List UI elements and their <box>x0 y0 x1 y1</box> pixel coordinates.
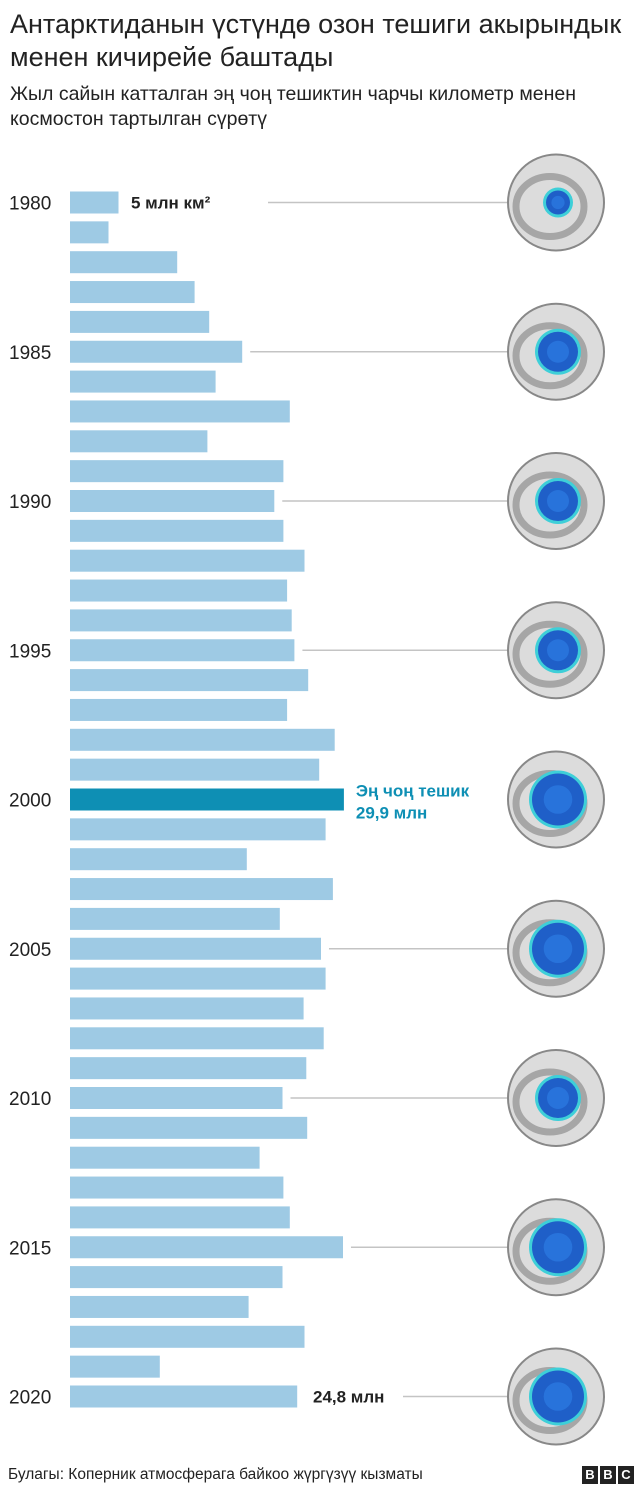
hole-core-2010 <box>547 1087 569 1109</box>
bar-1996 <box>70 669 309 692</box>
bar-2017 <box>70 1295 249 1318</box>
globe-band-1995 <box>512 620 588 688</box>
year-label-1980: 1980 <box>9 194 51 215</box>
bar-2000-highlight <box>70 788 344 811</box>
bar-2016 <box>70 1266 283 1289</box>
bar-1992 <box>70 549 305 572</box>
annotation-1980: 5 млн км² <box>131 194 211 213</box>
bar-1982 <box>70 251 178 274</box>
year-label-1985: 1985 <box>9 343 51 364</box>
bar-2020 <box>70 1385 298 1408</box>
globe-band-2010 <box>512 1068 588 1136</box>
year-label-1995: 1995 <box>9 641 51 662</box>
bar-2012 <box>70 1146 260 1169</box>
hole-core-2000 <box>543 785 573 814</box>
chart-title: Антарктиданын үстүндө озон тешиги акырын… <box>10 9 622 72</box>
bar-1986 <box>70 370 216 393</box>
hole-core-2020 <box>543 1382 573 1411</box>
bar-1998 <box>70 728 335 751</box>
bar-1987 <box>70 400 290 423</box>
bar-2007 <box>70 997 304 1020</box>
hole-core-1985 <box>547 340 569 363</box>
bbc-logo: B B C <box>582 1466 634 1484</box>
hole-core-1995 <box>547 639 569 662</box>
logo-letter: B <box>600 1466 616 1484</box>
bar-2015 <box>70 1236 343 1259</box>
bar-1995 <box>70 639 295 662</box>
bar-1984 <box>70 310 210 333</box>
hole-core-1980 <box>551 195 565 210</box>
bar-1988 <box>70 430 208 453</box>
logo-letter: B <box>582 1466 598 1484</box>
bar-2010 <box>70 1087 283 1109</box>
ozone-bar-chart: 1980 1985 1990 1995 2000 2005 2010 2015 2020 5 мл… <box>9 153 605 1446</box>
source-note: Булагы: Коперник атмосферага байкоо жүрг… <box>8 1466 423 1483</box>
logo-letter: C <box>618 1466 634 1484</box>
hole-core-1990 <box>547 490 569 512</box>
year-label-2000: 2000 <box>9 791 51 812</box>
bar-2011 <box>70 1116 308 1139</box>
year-label-2015: 2015 <box>9 1238 51 1259</box>
bar-2004 <box>70 907 280 930</box>
bar-1983 <box>70 281 195 304</box>
globe-band-1990 <box>512 471 588 539</box>
bar-1999 <box>70 758 320 781</box>
globe-band-1985 <box>512 322 588 390</box>
annotation-2000-line-1: Эң чоң тешик <box>356 782 470 801</box>
hole-core-2005 <box>543 934 573 964</box>
bar-1981 <box>70 221 109 244</box>
bar-2014 <box>70 1206 290 1229</box>
footer: Булагы: Коперник атмосферага байкоо жүрг… <box>0 1462 640 1490</box>
bar-1989 <box>70 460 284 483</box>
bar-2005 <box>70 937 321 960</box>
globe-band-1980 <box>512 173 588 240</box>
bar-2001 <box>70 818 326 841</box>
bar-2003 <box>70 878 333 901</box>
bar-2018 <box>70 1325 305 1348</box>
bar-1994 <box>70 609 292 632</box>
year-label-2005: 2005 <box>9 940 51 961</box>
bar-2008 <box>70 1027 324 1050</box>
bar-2013 <box>70 1176 284 1199</box>
bar-2002 <box>70 848 247 871</box>
year-label-2020: 2020 <box>9 1388 51 1409</box>
hole-core-2015 <box>543 1232 573 1262</box>
bar-2009 <box>70 1057 307 1080</box>
year-label-1990: 1990 <box>9 492 51 513</box>
bar-1991 <box>70 519 284 542</box>
annotation-2000-line-2: 29,9 млн <box>356 804 427 823</box>
year-label-2010: 2010 <box>9 1089 51 1110</box>
bar-1980 <box>70 191 119 214</box>
bar-1990 <box>70 490 275 512</box>
chart-subtitle: Жыл сайын катталган эң чоң тешиктин чарч… <box>10 83 576 130</box>
bar-2019 <box>70 1355 160 1378</box>
bar-1997 <box>70 698 288 721</box>
bar-2006 <box>70 967 326 990</box>
annotation-2020: 24,8 млн <box>313 1388 384 1407</box>
bar-1993 <box>70 579 288 602</box>
bar-1985 <box>70 340 243 363</box>
